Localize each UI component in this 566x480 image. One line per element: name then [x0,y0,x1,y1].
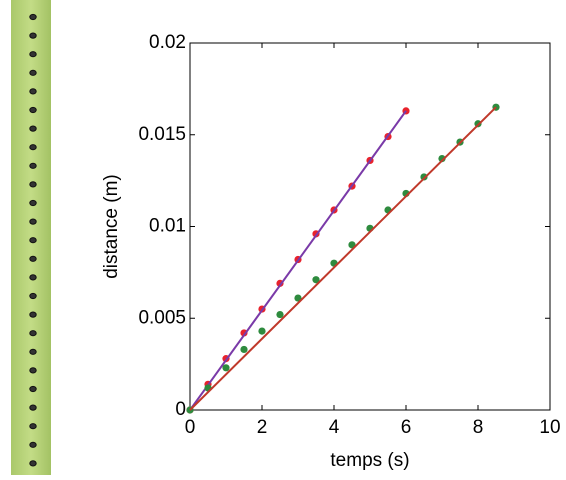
strip-dot [29,274,37,281]
strip-dot [29,237,37,244]
strip-dot [29,88,37,95]
x-axis-label: temps (s) [330,450,409,471]
strip-dot [29,162,37,169]
strip-dot [29,385,37,393]
strip-dot [29,404,37,411]
strip-dot [29,125,37,132]
x-tick-label: 4 [329,417,340,438]
strip-dot [29,441,37,448]
strip-dot [29,367,37,374]
strip-dot [29,199,37,207]
y-axis-label: distance (m) [101,174,122,279]
strip-dot [29,69,37,76]
strip-dot [29,106,37,114]
y-tick-label: 0 [175,399,186,420]
strip-dot [29,255,37,262]
strip-dot [29,460,37,467]
strip-dot [29,181,37,188]
fit-line [189,110,407,411]
strip-dot [29,348,37,355]
x-tick-label: 2 [257,417,268,438]
strip-dot [29,311,37,318]
x-tick-label: 8 [473,417,484,438]
data-point [240,345,248,354]
photo-strip [11,0,51,475]
strip-dot [29,292,37,300]
data-point [312,276,320,284]
strip-dot [29,144,37,151]
y-tick-label: 0.01 [149,216,186,237]
data-point [258,327,266,335]
x-tick-label: 10 [539,417,560,438]
data-point [420,173,428,181]
data-point [438,155,446,163]
x-tick-label: 6 [401,417,412,438]
y-tick-label: 0.015 [138,124,186,145]
strip-dot [29,218,37,225]
data-point [276,310,284,319]
strip-dot [29,13,37,21]
y-tick-label: 0.02 [149,32,186,53]
y-tick-label: 0.005 [138,307,186,328]
strip-dot [29,330,37,337]
data-point [222,364,230,372]
strip-dot [29,51,37,58]
strip-dot [29,32,37,39]
strip-dot [29,423,37,430]
data-point [294,294,302,302]
x-tick-label: 0 [185,417,196,438]
fit-line [189,106,497,411]
